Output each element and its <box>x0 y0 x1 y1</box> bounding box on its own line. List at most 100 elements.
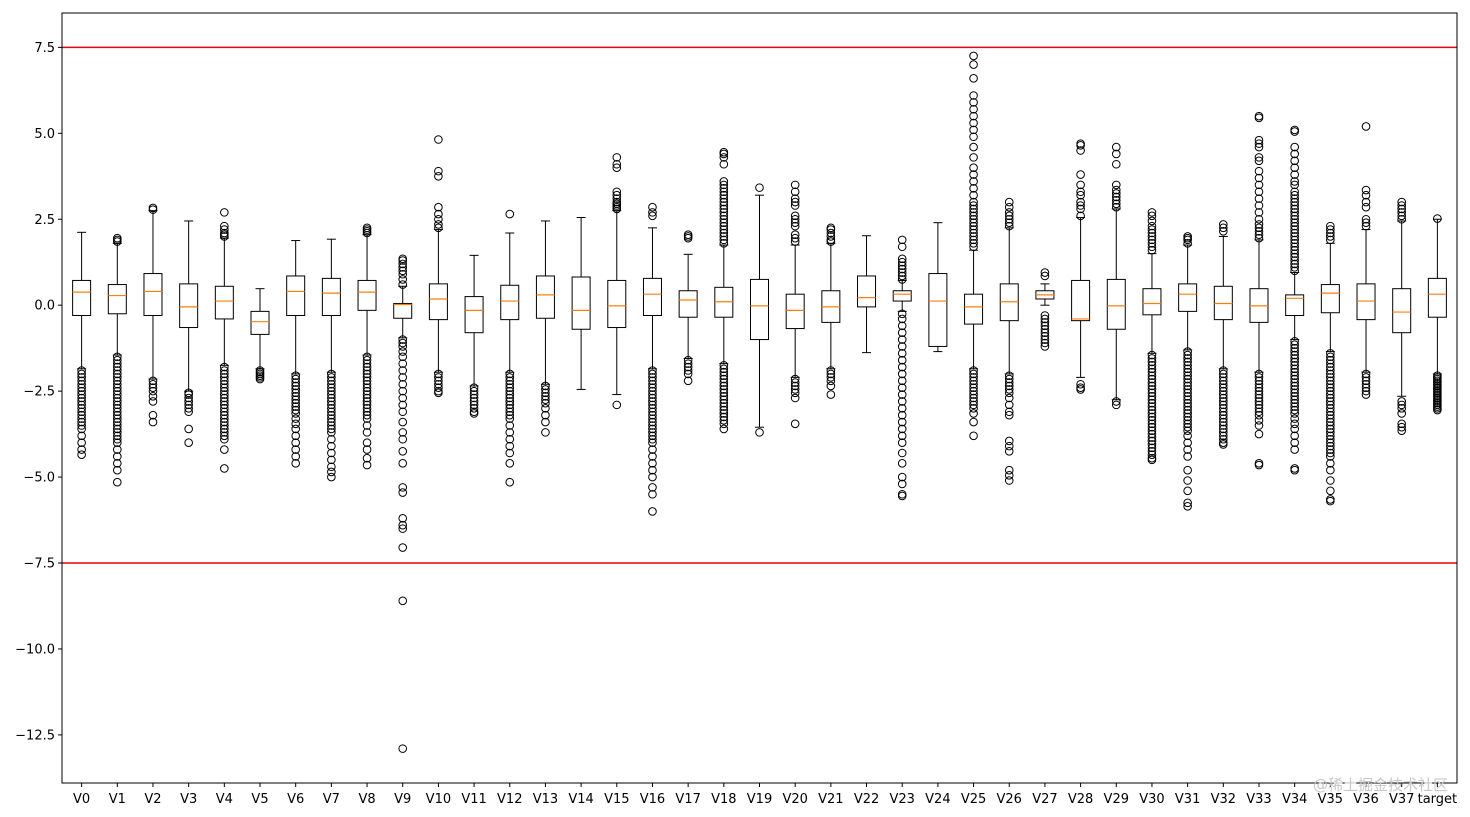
flier-point <box>362 376 372 386</box>
flier-point <box>719 221 729 231</box>
flier-point <box>1111 189 1121 198</box>
flier-point <box>648 421 657 430</box>
flier-point <box>398 269 408 279</box>
box-rect <box>1320 284 1340 314</box>
flier-point <box>327 390 336 399</box>
flier-point <box>1290 409 1299 418</box>
flier-point <box>969 184 978 193</box>
flier-point <box>327 400 336 410</box>
flier-point <box>648 428 657 437</box>
flier-point <box>683 376 693 386</box>
flier-point <box>291 378 300 387</box>
flier-point <box>969 366 978 375</box>
flier-point <box>362 410 372 420</box>
box-target <box>1427 214 1447 415</box>
flier-point <box>897 362 907 372</box>
flier-point <box>648 445 657 454</box>
flier-point <box>969 417 978 427</box>
x-tick-label: V29 <box>1104 792 1129 807</box>
flier-point <box>1219 373 1228 382</box>
flier-point <box>113 410 122 420</box>
flier-point <box>1290 388 1299 398</box>
flier-point <box>327 369 336 379</box>
flier-point <box>790 230 800 240</box>
x-tick-label: V31 <box>1175 792 1200 807</box>
flier-point <box>255 374 265 384</box>
flier-point <box>969 111 978 121</box>
flier-point <box>1004 197 1014 207</box>
flier-point <box>113 407 122 417</box>
x-tick-label: V11 <box>461 792 486 807</box>
flier-point <box>1147 350 1157 360</box>
box-rect <box>642 277 662 316</box>
flier-point <box>648 202 657 212</box>
flier-point <box>220 397 229 406</box>
flier-point <box>969 228 978 238</box>
flier-point <box>505 434 515 444</box>
flier-point <box>541 417 550 427</box>
flier-point <box>1111 397 1121 406</box>
flier-point <box>790 187 800 197</box>
flier-point <box>434 223 443 233</box>
flier-point <box>505 209 515 219</box>
flier-point <box>969 132 978 142</box>
flier-point <box>505 379 515 389</box>
flier-point <box>1397 201 1406 210</box>
flier-point <box>291 381 300 391</box>
flier-point <box>505 397 515 406</box>
flier-point <box>327 379 336 389</box>
flier-point <box>897 275 907 284</box>
flier-point <box>648 369 657 379</box>
flier-point <box>719 201 729 210</box>
flier-point <box>1326 390 1335 399</box>
flier-point <box>648 366 657 375</box>
flier-point <box>1147 242 1157 252</box>
flier-point <box>77 431 86 441</box>
flier-point <box>362 359 372 368</box>
flier-point <box>1183 412 1192 422</box>
flier-point <box>1147 235 1157 245</box>
flier-point <box>1326 465 1335 475</box>
flier-point <box>1290 149 1299 159</box>
flier-point <box>398 259 408 269</box>
flier-point <box>541 398 550 408</box>
flier-point <box>327 462 336 472</box>
flier-point <box>362 400 372 410</box>
flier-point <box>541 428 550 437</box>
flier-point <box>648 393 657 403</box>
flier-point <box>1290 211 1299 221</box>
flier-point <box>755 183 764 192</box>
flier-point <box>1397 208 1406 217</box>
flier-point <box>77 414 86 423</box>
flier-point <box>1326 486 1335 496</box>
flier-point <box>897 314 907 324</box>
flier-point <box>719 225 729 234</box>
flier-point <box>719 190 729 200</box>
boxes-group <box>72 51 1447 753</box>
flier-point <box>1254 135 1264 145</box>
flier-point <box>1219 226 1228 236</box>
flier-point <box>1040 342 1050 351</box>
flier-point <box>362 390 372 399</box>
box-V27 <box>1035 268 1055 351</box>
flier-point <box>1219 400 1228 410</box>
flier-point <box>1004 441 1014 451</box>
flier-point <box>969 400 978 410</box>
flier-point <box>434 379 443 389</box>
box-rect <box>678 290 698 318</box>
flier-point <box>1326 452 1335 461</box>
flier-point <box>184 400 193 410</box>
x-tick-label: V30 <box>1139 792 1164 807</box>
flier-point <box>1004 202 1014 212</box>
flier-point <box>1219 417 1228 427</box>
flier-point <box>1147 357 1157 367</box>
flier-point <box>1254 223 1264 233</box>
x-tick-label: V37 <box>1389 792 1414 807</box>
flier-point <box>184 393 193 403</box>
box-rect <box>1285 294 1305 316</box>
flier-point <box>1326 400 1335 410</box>
flier-point <box>719 232 729 241</box>
flier-point <box>184 397 193 406</box>
flier-point <box>398 347 408 356</box>
